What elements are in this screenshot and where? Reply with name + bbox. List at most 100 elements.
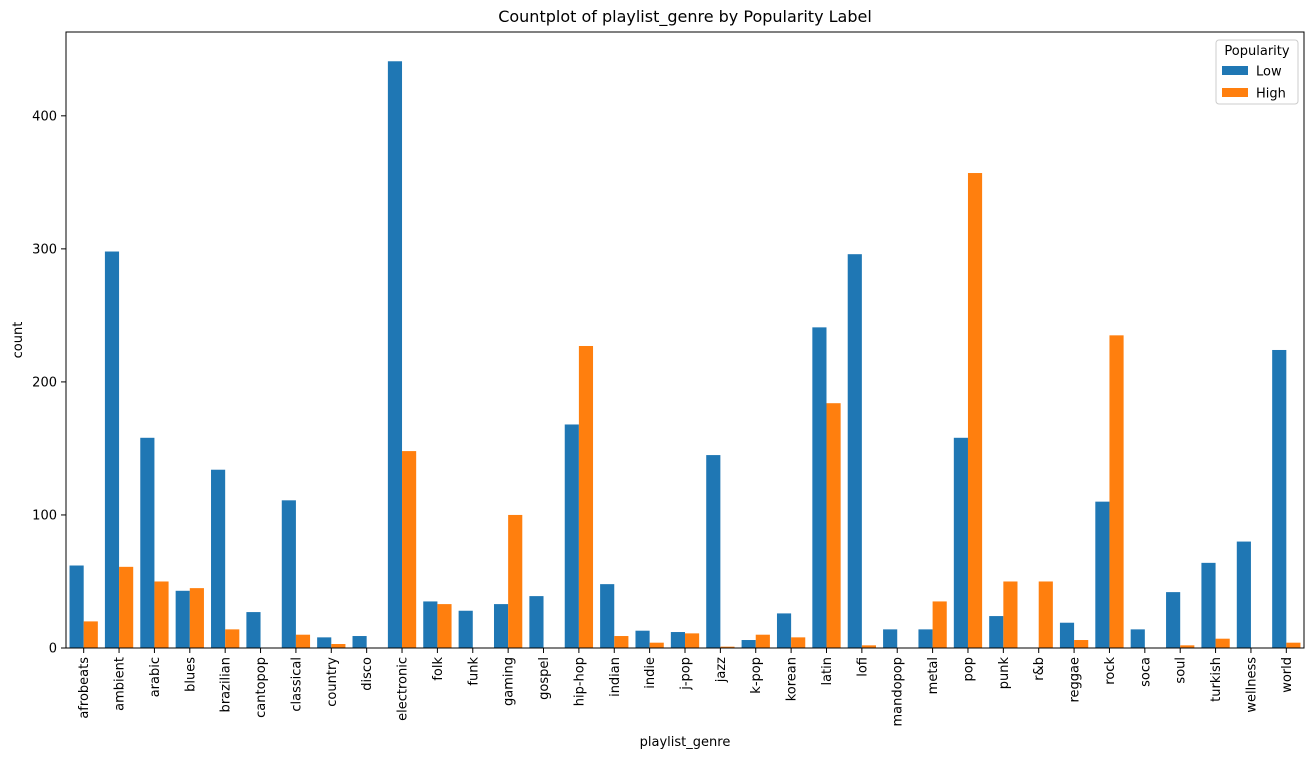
bars-layer bbox=[69, 61, 1301, 648]
bar-low-12 bbox=[493, 604, 509, 648]
x-tick-label: country bbox=[325, 657, 340, 707]
x-tick-label: funk bbox=[466, 657, 481, 686]
bar-low-11 bbox=[458, 610, 473, 648]
bar-low-30 bbox=[1130, 629, 1145, 648]
bar-high-15 bbox=[614, 636, 629, 648]
bar-high-2 bbox=[154, 581, 169, 648]
bar-low-2 bbox=[140, 437, 155, 648]
x-tick-label: folk bbox=[431, 657, 446, 681]
y-tick-label: 400 bbox=[32, 109, 57, 124]
bar-high-6 bbox=[295, 634, 311, 648]
bar-low-4 bbox=[211, 469, 226, 648]
bar-low-16 bbox=[635, 630, 650, 648]
x-tick-label: brazilian bbox=[219, 657, 234, 712]
bar-low-22 bbox=[847, 254, 862, 648]
bar-high-1 bbox=[119, 566, 134, 648]
legend: Popularity Low High bbox=[1215, 39, 1299, 105]
bar-low-32 bbox=[1201, 562, 1216, 648]
bar-low-14 bbox=[564, 424, 579, 648]
x-tick-label: turkish bbox=[1209, 657, 1224, 702]
y-tick-label: 100 bbox=[32, 508, 57, 523]
x-tick-label: afrobeats bbox=[77, 657, 92, 719]
bar-low-7 bbox=[317, 637, 332, 648]
bar-high-7 bbox=[331, 644, 346, 648]
y-axis-label: count bbox=[11, 322, 26, 359]
bar-low-1 bbox=[104, 251, 120, 648]
legend-title: Popularity bbox=[1224, 44, 1289, 59]
bar-low-33 bbox=[1236, 541, 1251, 648]
bar-low-3 bbox=[175, 590, 190, 648]
bar-low-18 bbox=[706, 455, 721, 648]
bar-high-16 bbox=[649, 642, 664, 648]
x-tick-label: pop bbox=[961, 657, 976, 681]
bar-low-21 bbox=[812, 327, 827, 648]
x-tick-label: punk bbox=[997, 657, 1012, 690]
bar-low-24 bbox=[918, 629, 933, 648]
bar-low-0 bbox=[69, 565, 84, 648]
bar-high-18 bbox=[720, 646, 735, 648]
bar-low-9 bbox=[387, 61, 403, 648]
bar-low-17 bbox=[670, 632, 685, 648]
bar-high-10 bbox=[437, 604, 452, 648]
bar-high-27 bbox=[1038, 581, 1053, 648]
x-tick-label: reggae bbox=[1068, 657, 1083, 703]
ticks-layer: 0 100 200 300 400 afrobeats ambient arabic blues… bbox=[32, 109, 1295, 726]
bar-high-25 bbox=[967, 173, 983, 648]
bar-high-24 bbox=[932, 601, 947, 648]
bar-high-19 bbox=[755, 634, 770, 648]
legend-swatch-low bbox=[1222, 66, 1248, 75]
x-tick-label: classical bbox=[289, 657, 304, 712]
bar-low-5 bbox=[246, 612, 261, 648]
x-tick-label: korean bbox=[785, 657, 800, 701]
bar-low-23 bbox=[883, 629, 898, 648]
x-axis-label: playlist_genre bbox=[640, 735, 731, 750]
bar-high-0 bbox=[83, 621, 98, 648]
legend-swatch-high bbox=[1222, 88, 1248, 97]
bar-low-20 bbox=[776, 613, 792, 648]
legend-label-high: High bbox=[1256, 87, 1286, 102]
x-tick-label: jazz bbox=[714, 657, 729, 683]
bar-low-31 bbox=[1166, 592, 1181, 648]
bar-high-20 bbox=[791, 637, 806, 648]
bar-low-25 bbox=[953, 437, 968, 648]
bar-low-6 bbox=[281, 500, 296, 648]
bar-high-4 bbox=[225, 629, 240, 648]
bar-low-34 bbox=[1272, 349, 1287, 648]
x-tick-label: indie bbox=[643, 657, 658, 689]
bar-high-32 bbox=[1215, 638, 1230, 648]
x-tick-label: rock bbox=[1103, 657, 1118, 685]
x-tick-label: soul bbox=[1174, 657, 1189, 684]
bar-low-8 bbox=[352, 636, 367, 648]
bar-low-29 bbox=[1095, 501, 1110, 648]
bar-high-29 bbox=[1109, 335, 1124, 648]
bar-high-9 bbox=[402, 451, 417, 648]
bar-high-14 bbox=[578, 345, 594, 648]
bar-high-31 bbox=[1180, 645, 1195, 648]
chart-title: Countplot of playlist_genre by Popularit… bbox=[498, 7, 872, 27]
bar-high-17 bbox=[685, 633, 700, 648]
bar-high-3 bbox=[189, 588, 204, 648]
bar-low-26 bbox=[989, 616, 1004, 648]
x-tick-label: arabic bbox=[148, 657, 163, 697]
x-tick-label: latin bbox=[820, 657, 835, 686]
bar-low-19 bbox=[741, 640, 756, 648]
x-tick-label: cantopop bbox=[254, 657, 269, 718]
bar-high-12 bbox=[508, 514, 523, 648]
x-tick-label: soca bbox=[1138, 657, 1153, 687]
x-tick-label: r&b bbox=[1032, 657, 1047, 681]
bar-low-10 bbox=[423, 601, 438, 648]
x-tick-label: j-pop bbox=[679, 657, 694, 691]
bar-high-34 bbox=[1286, 642, 1301, 648]
x-tick-label: blues bbox=[183, 657, 198, 692]
x-tick-label: disco bbox=[360, 657, 375, 691]
y-tick-label: 300 bbox=[32, 242, 57, 257]
x-tick-label: mandopop bbox=[891, 657, 906, 727]
x-tick-label: hip-hop bbox=[572, 657, 587, 706]
bar-high-21 bbox=[826, 403, 841, 648]
x-tick-label: gospel bbox=[537, 657, 552, 700]
x-tick-label: gaming bbox=[502, 657, 517, 706]
x-tick-label: electronic bbox=[396, 657, 411, 721]
bar-high-22 bbox=[861, 645, 877, 648]
